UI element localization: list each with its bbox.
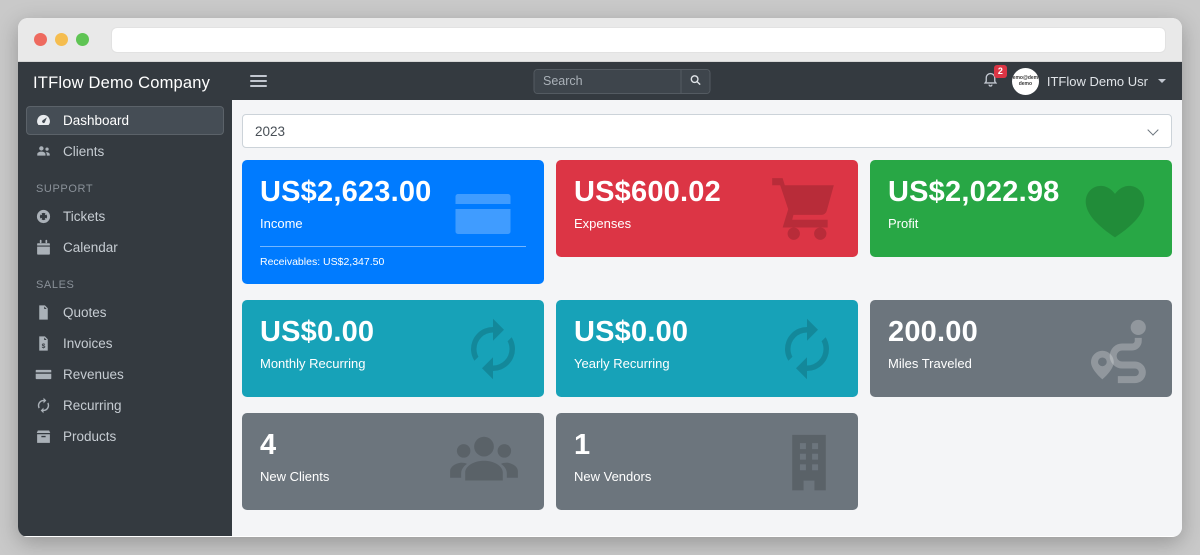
search-icon (688, 73, 702, 90)
life-ring-icon (35, 208, 52, 225)
card-label: Income (260, 216, 303, 231)
card-label: Miles Traveled (888, 356, 972, 371)
navbar-right: 2 demo@demo demo ITFlow Demo Usr (982, 65, 1166, 95)
hamburger-icon (250, 75, 267, 87)
sidebar-item-label: Quotes (63, 305, 107, 320)
sidebar-item-recurring[interactable]: Recurring (26, 391, 224, 420)
sidebar-item-label: Recurring (63, 398, 122, 413)
sidebar-item-quotes[interactable]: Quotes (26, 298, 224, 327)
sidebar-item-dashboard[interactable]: Dashboard (26, 106, 224, 135)
sidebar-heading-sales: SALES (36, 279, 75, 291)
calendar-icon (35, 239, 52, 256)
sidebar-item-label: Invoices (63, 336, 113, 351)
top-navbar: 2 demo@demo demo ITFlow Demo Usr (232, 62, 1182, 100)
card-value: US$0.00 (574, 316, 689, 348)
users-icon (35, 143, 52, 160)
sidebar: ITFlow Demo Company Dashboard Clients SU… (18, 62, 232, 536)
chevron-down-icon (1158, 79, 1166, 83)
card-monthly-recurring[interactable]: US$0.00 Monthly Recurring (242, 300, 544, 397)
card-label: Monthly Recurring (260, 356, 366, 371)
card-label: Yearly Recurring (574, 356, 670, 371)
card-label: New Vendors (574, 469, 652, 484)
card-label: New Clients (260, 469, 330, 484)
credit-card-icon (440, 184, 526, 244)
browser-window: ITFlow Demo Company Dashboard Clients SU… (18, 18, 1182, 537)
user-menu[interactable]: demo@demo demo ITFlow Demo Usr (1011, 67, 1166, 95)
search-button[interactable] (680, 69, 709, 93)
sidebar-item-invoices[interactable]: $ Invoices (26, 329, 224, 358)
sync-icon (774, 316, 840, 382)
shopping-cart-icon (766, 172, 840, 246)
user-name: ITFlow Demo Usr (1046, 73, 1148, 89)
users-group-icon (442, 425, 526, 499)
sync-icon (460, 316, 526, 382)
sync-icon (35, 397, 52, 414)
card-value: 1 (574, 429, 591, 461)
card-value: US$0.00 (260, 316, 375, 348)
card-new-clients[interactable]: 4 New Clients (242, 413, 544, 510)
sidebar-item-label: Clients (63, 144, 105, 159)
card-profit[interactable]: US$2,022.98 Profit (870, 160, 1172, 257)
card-value: US$2,022.98 (888, 176, 1060, 208)
url-bar[interactable] (111, 26, 1166, 53)
sidebar-item-calendar[interactable]: Calendar (26, 233, 224, 262)
box-icon (35, 428, 52, 445)
dashboard-content: 2023 US$2,623.00 Income Receivables: US$… (232, 100, 1182, 536)
avatar: demo@demo demo (1011, 67, 1039, 95)
main-column: 2 demo@demo demo ITFlow Demo Usr (232, 62, 1182, 536)
card-footer: Receivables: US$2,347.50 (260, 246, 526, 268)
sidebar-heading-support: SUPPORT (36, 183, 94, 195)
svg-text:$: $ (42, 343, 46, 350)
sidebar-item-products[interactable]: Products (26, 422, 224, 451)
window-controls (34, 33, 89, 46)
file-invoice-dollar-icon: $ (35, 335, 52, 352)
notification-badge: 2 (993, 65, 1007, 78)
stat-cards-grid: US$2,623.00 Income Receivables: US$2,347… (242, 160, 1172, 510)
card-label: Profit (888, 216, 919, 231)
card-yearly-recurring[interactable]: US$0.00 Yearly Recurring (556, 300, 858, 397)
minimize-window-button[interactable] (55, 33, 68, 46)
sidebar-toggle-button[interactable] (248, 70, 269, 92)
app-shell: ITFlow Demo Company Dashboard Clients SU… (18, 62, 1182, 536)
card-income[interactable]: US$2,623.00 Income Receivables: US$2,347… (242, 160, 544, 284)
file-quote-icon (35, 304, 52, 321)
heart-icon (1076, 172, 1154, 246)
card-miles-traveled[interactable]: 200.00 Miles Traveled (870, 300, 1172, 397)
building-icon (778, 424, 840, 500)
card-value: US$2,623.00 (260, 176, 432, 208)
brand-title[interactable]: ITFlow Demo Company (33, 73, 211, 92)
zoom-window-button[interactable] (76, 33, 89, 46)
card-new-vendors[interactable]: 1 New Vendors (556, 413, 858, 510)
search-group (533, 68, 710, 94)
sidebar-item-label: Tickets (63, 209, 106, 224)
card-label: Expenses (574, 216, 632, 231)
sidebar-item-revenues[interactable]: Revenues (26, 360, 224, 389)
browser-titlebar (18, 18, 1182, 62)
sidebar-item-label: Dashboard (63, 113, 130, 128)
notifications-button[interactable]: 2 (982, 65, 1007, 92)
sidebar-item-tickets[interactable]: Tickets (26, 202, 224, 231)
credit-card-icon (35, 366, 52, 383)
close-window-button[interactable] (34, 33, 47, 46)
route-icon (1084, 314, 1154, 384)
year-select-wrap: 2023 (242, 114, 1172, 148)
sidebar-item-label: Calendar (63, 240, 118, 255)
year-select[interactable]: 2023 (242, 114, 1172, 148)
card-expenses[interactable]: US$600.02 Expenses (556, 160, 858, 257)
sidebar-menu: Dashboard Clients SUPPORT Tickets (18, 104, 232, 455)
search-input[interactable] (534, 69, 680, 93)
sidebar-item-clients[interactable]: Clients (26, 137, 224, 166)
card-value: US$600.02 (574, 176, 721, 208)
card-value: 4 (260, 429, 277, 461)
sidebar-item-label: Products (63, 429, 117, 444)
card-value: 200.00 (888, 316, 978, 348)
tachometer-icon (35, 112, 52, 129)
sidebar-item-label: Revenues (63, 367, 124, 382)
